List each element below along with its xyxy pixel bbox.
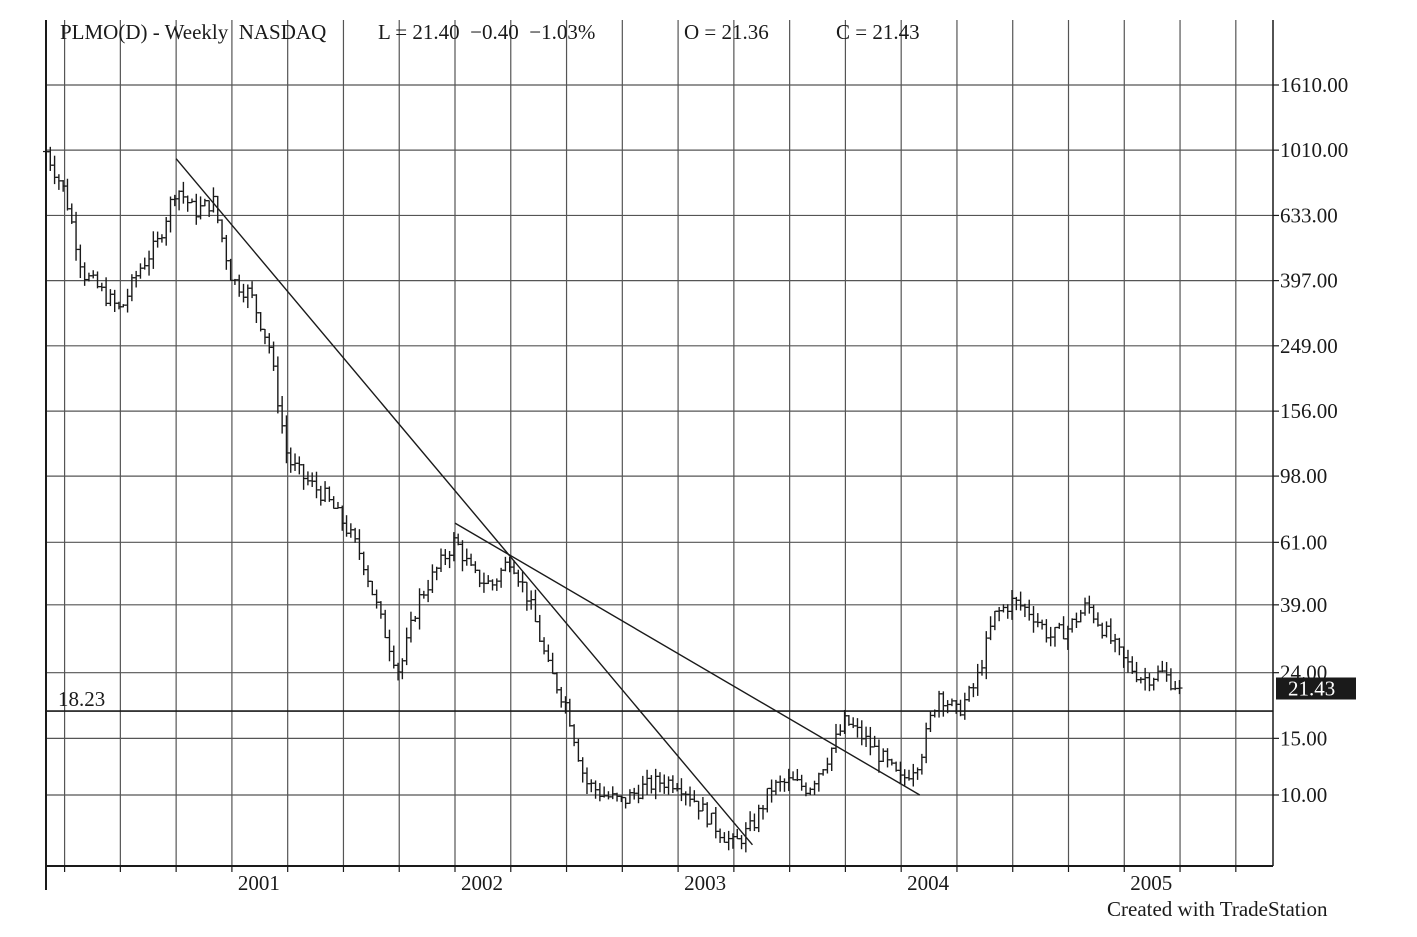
header-open: O = 21.36 xyxy=(684,20,769,44)
y-tick-label: 61.00 xyxy=(1280,530,1327,554)
y-tick-label: 249.00 xyxy=(1280,334,1338,358)
y-tick-label: 15.00 xyxy=(1280,726,1327,750)
last-price-badge xyxy=(1276,677,1356,700)
x-tick-label: 2004 xyxy=(907,871,950,895)
y-tick-label: 1610.00 xyxy=(1280,73,1348,97)
header-symbol: PLMO(D) - Weekly NASDAQ xyxy=(60,20,327,44)
y-tick-label: 397.00 xyxy=(1280,269,1338,293)
x-tick-label: 2002 xyxy=(461,871,503,895)
y-tick-label: 98.00 xyxy=(1280,464,1327,488)
trendline xyxy=(175,158,753,846)
x-tick-label: 2001 xyxy=(238,871,280,895)
last-price-label: 21.43 xyxy=(1288,677,1335,701)
y-tick-label: 1010.00 xyxy=(1280,138,1348,162)
x-tick-label: 2005 xyxy=(1130,871,1172,895)
y-tick-label: 10.00 xyxy=(1280,783,1327,807)
y-tick-label: 39.00 xyxy=(1280,593,1327,617)
credit-text: Created with TradeStation xyxy=(1107,897,1328,921)
reference-line-label: 18.23 xyxy=(58,687,105,711)
trendline xyxy=(454,522,921,796)
x-tick-label: 2003 xyxy=(684,871,726,895)
header-low: L = 21.40 −0.40 −1.03% xyxy=(378,20,596,44)
y-tick-label: 633.00 xyxy=(1280,203,1338,227)
header-close: C = 21.43 xyxy=(836,20,920,44)
y-tick-label: 156.00 xyxy=(1280,399,1338,423)
